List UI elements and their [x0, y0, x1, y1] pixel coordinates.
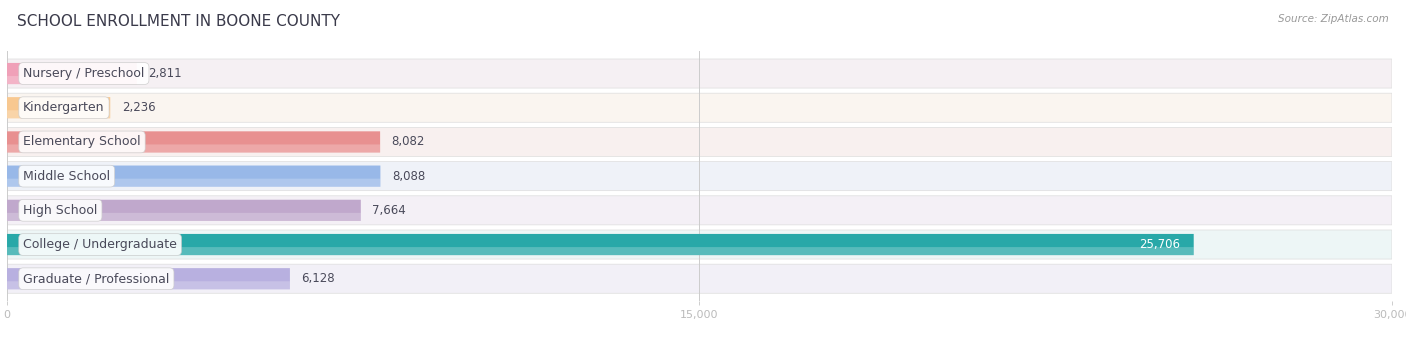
Text: 7,664: 7,664 [373, 204, 406, 217]
FancyBboxPatch shape [7, 179, 381, 187]
Text: Kindergarten: Kindergarten [22, 101, 104, 114]
FancyBboxPatch shape [7, 200, 361, 221]
FancyBboxPatch shape [7, 281, 290, 289]
Text: Elementary School: Elementary School [22, 135, 141, 148]
Text: SCHOOL ENROLLMENT IN BOONE COUNTY: SCHOOL ENROLLMENT IN BOONE COUNTY [17, 14, 340, 29]
FancyBboxPatch shape [7, 128, 1392, 157]
Text: Nursery / Preschool: Nursery / Preschool [22, 67, 145, 80]
FancyBboxPatch shape [7, 144, 380, 153]
FancyBboxPatch shape [7, 268, 290, 289]
Text: College / Undergraduate: College / Undergraduate [22, 238, 177, 251]
FancyBboxPatch shape [7, 196, 1392, 225]
Text: 2,236: 2,236 [122, 101, 156, 114]
Text: 6,128: 6,128 [301, 272, 335, 285]
Text: Middle School: Middle School [22, 170, 110, 183]
FancyBboxPatch shape [7, 162, 1392, 191]
Text: 8,088: 8,088 [392, 170, 425, 183]
FancyBboxPatch shape [7, 110, 110, 118]
FancyBboxPatch shape [7, 93, 1392, 122]
Text: High School: High School [22, 204, 97, 217]
Text: 2,811: 2,811 [149, 67, 181, 80]
FancyBboxPatch shape [7, 247, 1194, 255]
FancyBboxPatch shape [7, 213, 361, 221]
Text: 8,082: 8,082 [392, 135, 425, 148]
Text: 25,706: 25,706 [1139, 238, 1180, 251]
FancyBboxPatch shape [7, 166, 381, 187]
Text: Source: ZipAtlas.com: Source: ZipAtlas.com [1278, 14, 1389, 24]
FancyBboxPatch shape [7, 59, 1392, 88]
FancyBboxPatch shape [7, 63, 136, 84]
FancyBboxPatch shape [7, 76, 136, 84]
FancyBboxPatch shape [7, 131, 380, 153]
FancyBboxPatch shape [7, 97, 110, 118]
FancyBboxPatch shape [7, 234, 1194, 255]
FancyBboxPatch shape [7, 230, 1392, 259]
FancyBboxPatch shape [7, 264, 1392, 293]
Text: Graduate / Professional: Graduate / Professional [22, 272, 170, 285]
